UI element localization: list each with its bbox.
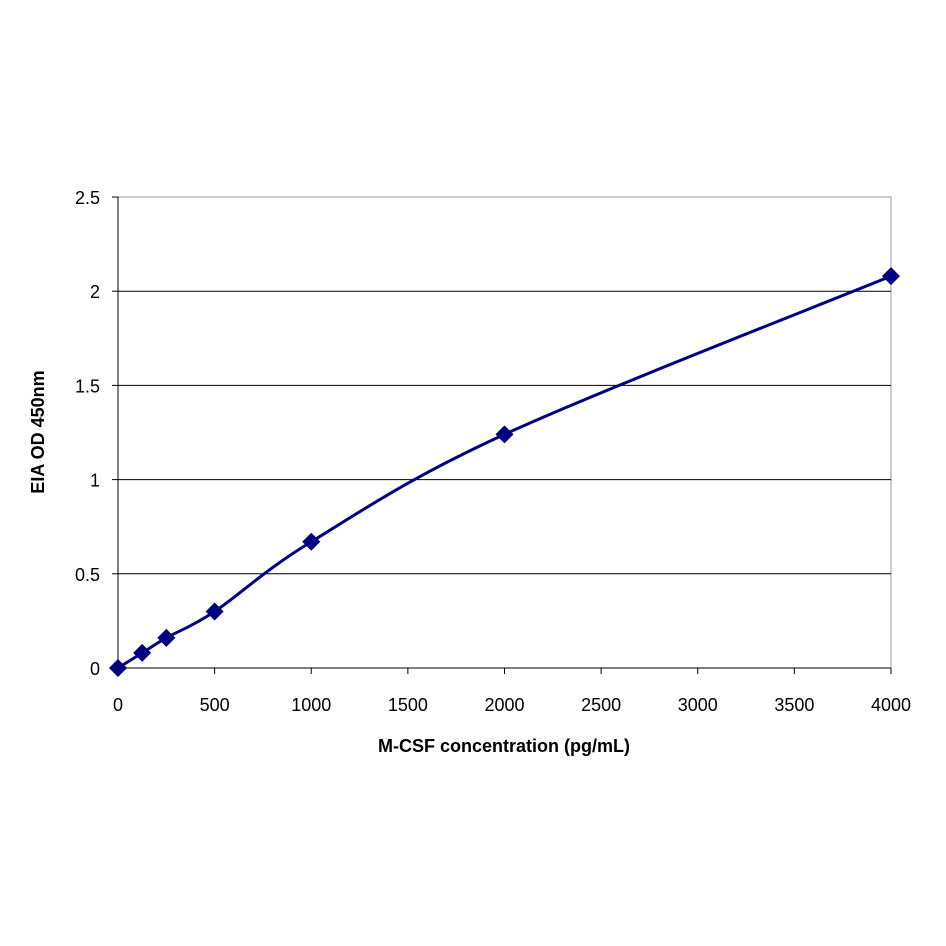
data-point [157, 628, 176, 647]
data-point [495, 425, 514, 444]
data-point [133, 643, 152, 662]
y-tick-label: 2 [90, 282, 100, 302]
data-point [302, 532, 321, 551]
y-tick-label: 0 [90, 659, 100, 679]
x-axis-label: M-CSF concentration (pg/mL) [378, 736, 630, 756]
y-axis-label: EIA OD 450nm [28, 370, 48, 493]
x-tick-label: 1000 [291, 695, 331, 715]
data-point [882, 267, 900, 286]
y-tick-label: 1 [90, 471, 100, 491]
x-tick-label: 3500 [774, 695, 814, 715]
x-tick-label: 2000 [484, 695, 524, 715]
x-tick-label: 500 [200, 695, 230, 715]
y-tick-label: 2.5 [75, 188, 100, 208]
x-tick-label: 3000 [678, 695, 718, 715]
y-tick-label: 0.5 [75, 565, 100, 585]
x-tick-label: 2500 [581, 695, 621, 715]
series-line [117, 274, 892, 670]
x-tick-label: 1500 [388, 695, 428, 715]
data-point [109, 659, 127, 677]
y-tick-label: 1.5 [75, 376, 100, 396]
x-tick-label: 4000 [871, 695, 911, 715]
x-tick-label: 0 [113, 695, 123, 715]
data-point [205, 602, 224, 621]
